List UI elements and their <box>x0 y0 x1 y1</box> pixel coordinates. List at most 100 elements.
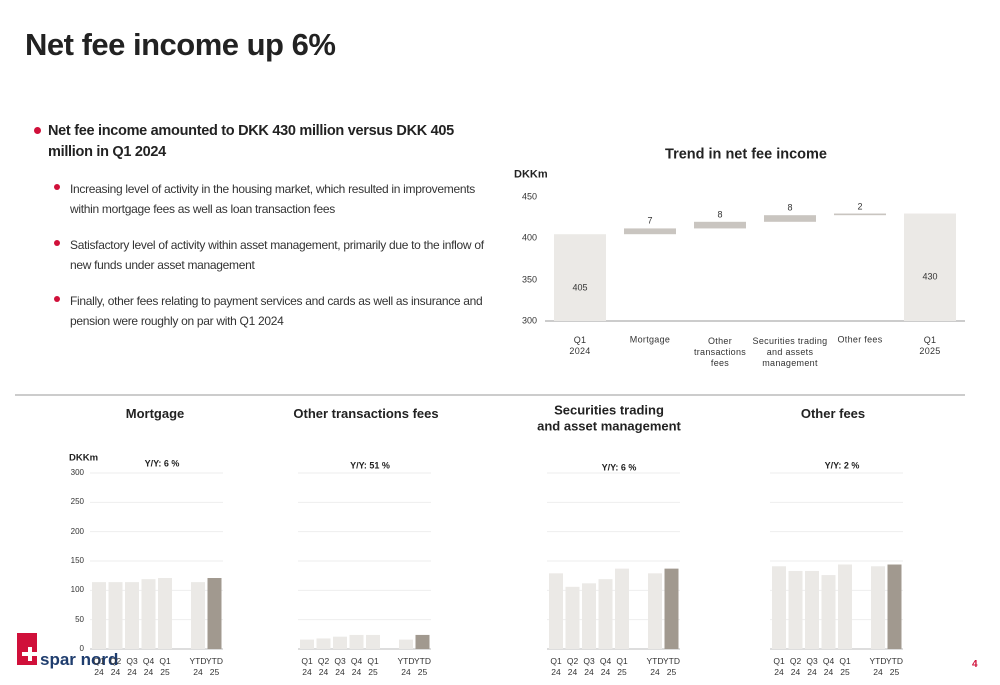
x-tick-label: Other fees <box>837 334 883 345</box>
x-tick-label: Mortgage <box>629 334 671 345</box>
x-tick-label: Q3 24 <box>806 656 818 677</box>
x-tick-label: Q2 24 <box>789 656 802 677</box>
annotation: Y/Y: 51 % <box>350 460 390 471</box>
x-tick-label: Q4 24 <box>599 656 612 677</box>
y-tick-label: 50 <box>75 614 84 624</box>
x-tick-label: Q3 24 <box>334 656 346 677</box>
sub-bullet: Satisfactory level of activity within as… <box>70 238 484 272</box>
x-tick-label: Q1 24 <box>773 656 785 677</box>
x-tick-label: Q1 25 <box>839 656 851 677</box>
y-tick-label: 300 <box>521 315 537 326</box>
x-tick-label: Q4 24 <box>142 656 155 677</box>
x-tick-label: YTD 25 <box>663 656 680 677</box>
x-tick-label: YTD 25 <box>414 656 431 677</box>
x-tick-label: YTD 24 <box>189 656 207 677</box>
x-tick-label: Q1 2025 <box>919 335 941 356</box>
bar <box>333 636 347 649</box>
x-tick-label: Q2 24 <box>566 656 579 677</box>
bar <box>764 215 816 222</box>
x-tick-label: Q1 24 <box>550 656 562 677</box>
x-tick-label: YTD 24 <box>397 656 415 677</box>
page-number: 4 <box>972 659 978 670</box>
data-label: 8 <box>787 202 793 213</box>
y-axis-label: DKKm <box>69 452 99 464</box>
annotation: Y/Y: 6 % <box>601 462 637 473</box>
bar <box>92 582 106 649</box>
sub-bullet: Finally, other fees relating to payment … <box>70 294 483 328</box>
annotation: Y/Y: 6 % <box>144 458 180 469</box>
x-tick-label: Q1 25 <box>616 656 628 677</box>
x-tick-label: Q4 24 <box>350 656 363 677</box>
y-tick-label: 300 <box>70 468 84 478</box>
bar <box>300 639 314 649</box>
y-tick-label: 250 <box>70 497 84 507</box>
bar <box>582 583 596 649</box>
logo-cross <box>22 647 37 661</box>
y-tick-label: 100 <box>70 585 84 595</box>
bar <box>565 586 580 649</box>
bar <box>366 634 380 649</box>
chart-title: Mortgage <box>125 406 185 422</box>
chart-title: Other transactions fees <box>293 406 439 422</box>
y-axis-label: DKKm <box>514 168 548 181</box>
bar <box>648 573 662 649</box>
x-tick-label: Q2 24 <box>317 656 330 677</box>
bar <box>108 582 123 649</box>
bar <box>349 634 364 649</box>
bar <box>549 573 563 649</box>
bar <box>125 582 139 649</box>
bar <box>871 566 885 649</box>
bar <box>158 578 172 649</box>
y-tick-label: 150 <box>70 556 84 566</box>
data-label: 8 <box>717 209 723 220</box>
bullet-dot <box>54 240 60 246</box>
bar <box>772 566 786 649</box>
sub-bullet: Increasing level of activity in the hous… <box>70 182 475 216</box>
x-tick-label: Securities trading and assets management <box>752 335 828 368</box>
bar <box>887 564 902 649</box>
bar <box>664 568 679 649</box>
x-tick-label: YTD 25 <box>886 656 903 677</box>
y-tick-label: 450 <box>521 191 537 202</box>
x-tick-label: YTD 25 <box>206 656 223 677</box>
bullet: Net fee income amounted to DKK 430 milli… <box>48 123 454 160</box>
bar <box>838 564 852 649</box>
y-tick-label: 0 <box>79 644 84 654</box>
bar <box>399 639 413 649</box>
y-tick-label: 350 <box>521 274 537 285</box>
data-label: 405 <box>572 282 588 293</box>
bar <box>821 575 836 649</box>
x-tick-label: Q4 24 <box>822 656 835 677</box>
bar <box>624 228 676 235</box>
bar <box>554 234 606 321</box>
x-tick-label: Other transactions fees <box>693 335 747 368</box>
bullet-dot <box>34 127 41 134</box>
x-tick-label: Q3 24 <box>583 656 595 677</box>
slide-title: Net fee income up 6% <box>25 27 336 62</box>
bar <box>598 579 613 649</box>
bar <box>191 582 205 649</box>
chart-title: Securities trading and asset management <box>537 402 681 433</box>
x-tick-label: Q3 24 <box>126 656 138 677</box>
x-tick-label: Q2 24 <box>109 656 122 677</box>
annotation: Y/Y: 2 % <box>824 460 860 471</box>
logo-text: spar nord <box>40 650 119 669</box>
bar <box>834 213 886 216</box>
x-tick-label: Q1 24 <box>93 656 105 677</box>
data-label: 7 <box>647 216 653 227</box>
bullet-dot <box>54 296 60 302</box>
logo-mark <box>17 633 37 665</box>
x-tick-label: Q1 25 <box>367 656 379 677</box>
y-tick-label: 200 <box>70 526 84 536</box>
x-tick-label: Q1 25 <box>159 656 171 677</box>
bar <box>207 578 222 649</box>
x-tick-label: YTD 24 <box>869 656 887 677</box>
y-tick-label: 400 <box>521 232 537 243</box>
bar <box>316 638 331 649</box>
data-label: 2 <box>857 201 863 212</box>
bar <box>788 570 803 649</box>
bar <box>805 570 819 649</box>
chart-title: Other fees <box>800 406 866 422</box>
